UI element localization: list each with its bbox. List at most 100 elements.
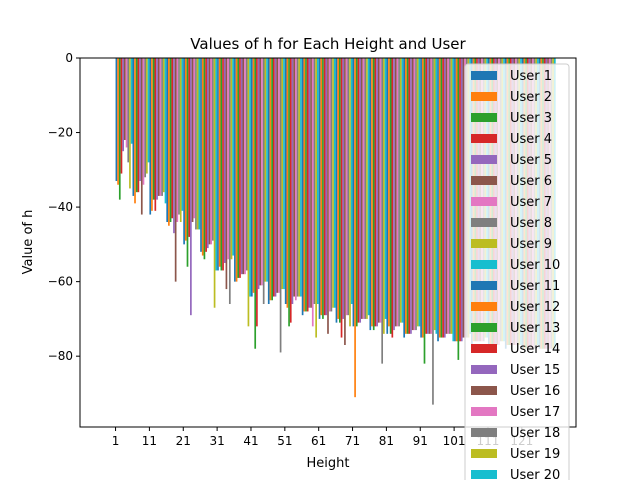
bar-user-2-h51 [286, 58, 289, 308]
legend-label: User 5 [510, 153, 552, 168]
legend-label: User 6 [510, 174, 552, 189]
legend-swatch [471, 407, 497, 416]
legend-label: User 12 [510, 300, 560, 315]
bar-user-7-h21 [193, 58, 196, 219]
bar-user-1-h31 [217, 58, 219, 271]
y-tick-label: −80 [48, 349, 73, 363]
bar-user-7-h11 [159, 58, 162, 196]
bar-user-3-h66 [339, 58, 341, 323]
bar-user-1-h101 [454, 58, 456, 342]
bar-user-6-h96 [445, 58, 448, 334]
legend-swatch [471, 344, 497, 353]
bar-user-6-h71 [361, 58, 363, 319]
bar-user-6-h1 [124, 58, 126, 140]
bar-user-3-h1 [118, 58, 121, 200]
bar-user-2-h71 [354, 58, 356, 398]
bar-user-7-h76 [379, 58, 382, 323]
x-tick-label: 41 [243, 434, 258, 448]
bar-user-10-h16 [181, 58, 184, 211]
legend-swatch [471, 176, 497, 185]
bar-user-4-h96 [442, 58, 444, 338]
bar-user-3-h76 [372, 58, 375, 331]
legend-label: User 11 [510, 279, 560, 294]
bar-user-5-h51 [291, 58, 294, 304]
y-tick-label: −20 [48, 126, 73, 140]
bar-user-2-h96 [438, 58, 441, 338]
legend-label: User 17 [510, 405, 560, 420]
bar-user-7-h41 [261, 58, 263, 286]
bar-user-8-h66 [347, 58, 350, 316]
bar-user-3-h56 [305, 58, 307, 312]
bar-user-5-h36 [240, 58, 243, 275]
bar-user-4-h81 [391, 58, 394, 338]
y-tick-label: −40 [48, 200, 73, 214]
bar-user-7-h81 [396, 58, 399, 327]
bar-user-7-h36 [244, 58, 246, 275]
bar-user-4-h41 [256, 58, 258, 327]
bar-user-8-h61 [330, 58, 333, 312]
bar-user-9-h31 [230, 58, 233, 260]
bar-user-1-h66 [335, 58, 338, 323]
bar-user-1-h91 [420, 58, 422, 338]
bar-user-8-h41 [262, 58, 265, 304]
y-axis-label: Value of h [21, 210, 36, 275]
bar-user-3-h81 [389, 58, 392, 334]
legend-swatch [471, 281, 497, 290]
bar-user-9-h81 [399, 58, 402, 323]
bar-user-8-h86 [415, 58, 417, 331]
bar-user-6-h26 [208, 58, 211, 245]
legend-swatch [471, 323, 497, 332]
legend-label: User 1 [510, 69, 552, 84]
legend-label: User 13 [510, 321, 560, 336]
bar-user-1-h41 [250, 58, 253, 297]
bar-user-2-h66 [337, 58, 339, 319]
bar-user-5-h101 [460, 58, 463, 342]
bar-user-4-h71 [357, 58, 360, 323]
bar-user-6-h61 [327, 58, 329, 334]
legend-label: User 2 [510, 90, 552, 105]
y-axis-ticks: 0 −20 −40 −60 −80 [48, 51, 80, 363]
legend: User 1 User 2 User 3 User 4 User 5 User 6 User… [464, 63, 570, 480]
legend-swatch [471, 428, 497, 437]
bar-user-6-h11 [157, 58, 160, 196]
bar-user-8-h71 [364, 58, 367, 319]
bar-user-3-h21 [186, 58, 189, 267]
x-axis-label: Height [307, 456, 350, 471]
bar-user-2-h61 [320, 58, 323, 316]
bar-user-10-h36 [249, 58, 251, 297]
bar-user-4-h76 [374, 58, 377, 327]
bar-user-7-h86 [413, 58, 416, 331]
bar-user-5-h1 [122, 58, 125, 152]
bar-user-9-h26 [213, 58, 216, 308]
bar-user-2-h86 [405, 58, 407, 334]
bar-user-9-h51 [298, 58, 301, 297]
bar-user-9-h16 [179, 58, 182, 222]
bar-user-5-h96 [443, 58, 446, 338]
bar-user-10-h61 [333, 58, 336, 308]
bar-user-8-h46 [279, 58, 282, 353]
x-tick-label: 101 [443, 434, 466, 448]
bar-user-7-h71 [362, 58, 365, 319]
bar-user-3-h26 [203, 58, 206, 260]
bar-user-4-h101 [459, 58, 461, 342]
plot-area-frame [79, 57, 577, 428]
bar-user-10-h66 [350, 58, 353, 304]
bar-user-5-h31 [223, 58, 226, 263]
bar-user-1-h56 [301, 58, 304, 316]
bar-user-5-h81 [393, 58, 395, 331]
bar-user-10-h96 [452, 58, 455, 342]
bar-user-7-h66 [345, 58, 348, 316]
bar-user-9-h66 [349, 58, 351, 327]
bar-user-6-h86 [411, 58, 414, 331]
legend-swatch [471, 113, 497, 122]
bar-user-1-h6 [132, 58, 135, 196]
bar-user-4-h11 [154, 58, 157, 211]
bar-user-5-h11 [156, 58, 158, 200]
bar-user-2-h101 [455, 58, 458, 342]
bar-user-1-h46 [267, 58, 270, 304]
bar-user-3-h51 [288, 58, 290, 327]
x-tick-label: 91 [413, 434, 428, 448]
x-tick-label: 11 [142, 434, 157, 448]
bar-user-2-h81 [388, 58, 390, 327]
bar-user-1-h36 [234, 58, 236, 282]
